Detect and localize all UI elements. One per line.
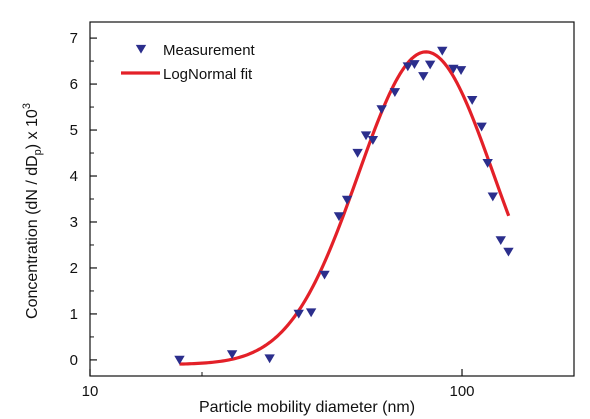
tick-marks	[89, 37, 575, 376]
measurement-point	[174, 355, 185, 365]
y-axis-title-subscript: p	[32, 149, 44, 155]
measurement-point	[226, 350, 238, 360]
x-axis-title: Particle mobility diameter (nm)	[199, 399, 415, 416]
y-tick-label: 7	[70, 30, 78, 47]
measurement-point	[376, 105, 387, 115]
measurement-point	[424, 60, 436, 70]
legend-label-fit: LogNormal fit	[163, 66, 253, 83]
y-tick-label: 0	[70, 352, 78, 369]
measurement-point	[476, 122, 487, 132]
plot-frame	[89, 21, 575, 377]
measurement-point	[341, 195, 353, 205]
x-tick-label: 10	[82, 383, 99, 400]
measurement-point	[409, 60, 420, 69]
measurement-point	[495, 236, 506, 246]
legend: Measurement LogNormal fit	[121, 42, 256, 83]
measurement-point	[293, 309, 304, 319]
fit-line-group	[179, 50, 511, 366]
y-tick-label: 4	[70, 168, 78, 185]
y-tick-label: 3	[70, 214, 78, 231]
measurement-point	[503, 247, 514, 257]
measurement-point	[437, 46, 448, 56]
measurement-point	[319, 270, 330, 280]
y-tick-label: 6	[70, 76, 78, 93]
measurement-point	[418, 72, 429, 81]
y-tick-label: 2	[70, 260, 78, 277]
measurement-point	[264, 354, 275, 364]
lognormal-fit-line	[179, 50, 511, 366]
measurement-point	[482, 158, 493, 168]
measurement-point	[367, 135, 379, 145]
measurement-point	[333, 212, 345, 222]
legend-measurement-marker	[135, 44, 147, 54]
measurement-point	[305, 308, 317, 318]
x-tick-label: 100	[449, 383, 474, 400]
measurement-point	[466, 95, 478, 105]
y-axis-title: Concentration (dN / dDp) x 103	[21, 103, 44, 319]
measurement-markers	[174, 46, 514, 365]
measurement-point	[402, 62, 414, 72]
measurement-point	[352, 148, 363, 158]
y-axis-title-middle: ) x 10	[24, 109, 41, 149]
y-tick-label: 5	[70, 122, 78, 139]
measurement-point	[455, 66, 467, 75]
tick-labels: 0 1 2 3 4 5 6 7 10 100	[70, 30, 475, 400]
legend-label-measurement: Measurement	[163, 42, 256, 59]
measurement-point	[487, 192, 499, 202]
measurement-point	[389, 88, 401, 98]
y-axis-title-superscript: 3	[21, 103, 33, 109]
measurement-point	[360, 131, 372, 141]
y-tick-label: 1	[70, 306, 78, 323]
y-axis-title-main: Concentration (dN / dD	[24, 155, 41, 319]
measurement-point	[448, 64, 459, 74]
